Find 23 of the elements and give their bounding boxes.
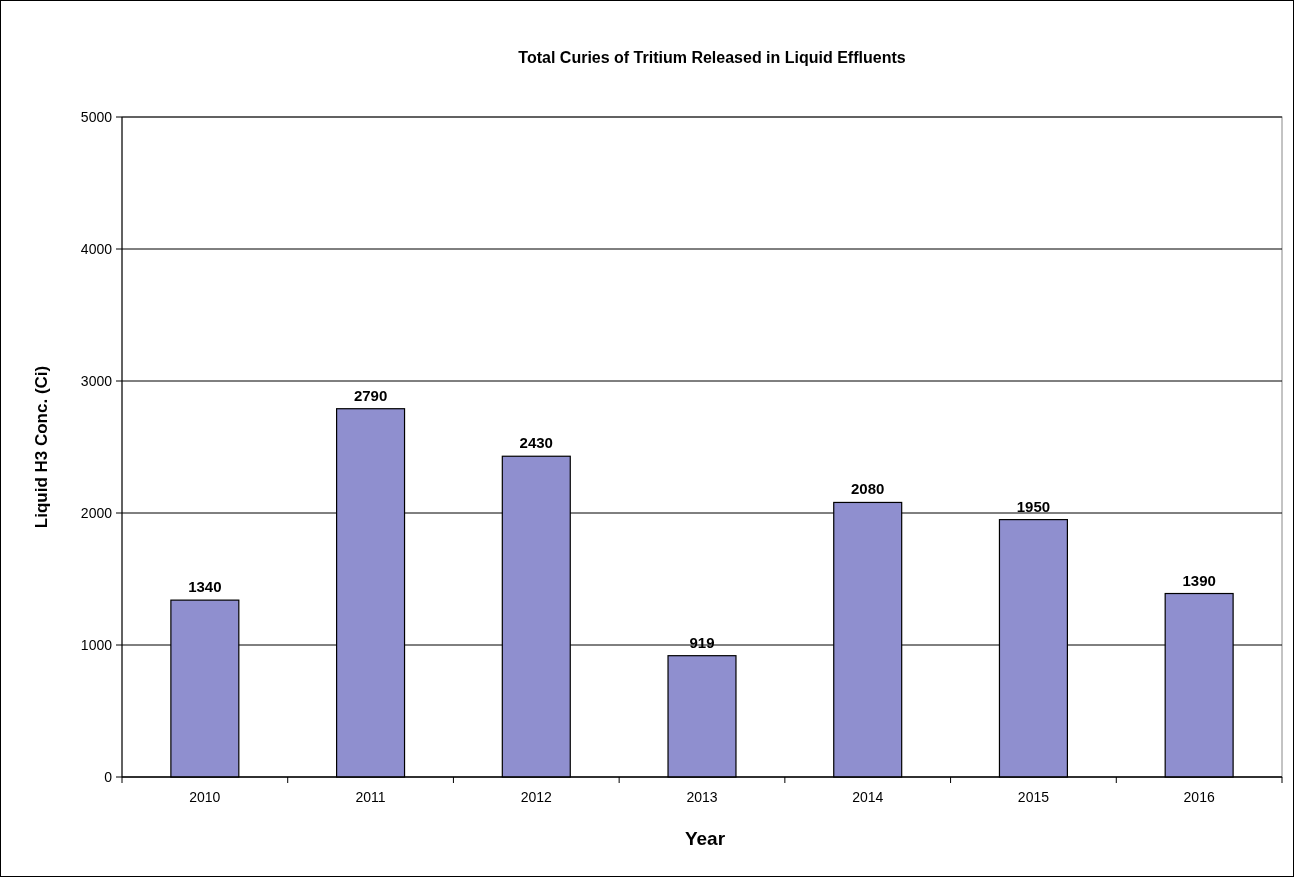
y-tick-label: 4000 bbox=[80, 240, 113, 257]
data-label: 1390 bbox=[1182, 571, 1216, 589]
x-tick-label: 2011 bbox=[355, 789, 386, 805]
y-tick-label: 5000 bbox=[80, 108, 113, 125]
chart-title: Total Curies of Tritium Released in Liquid Effluents bbox=[518, 49, 906, 66]
x-axis-title: Year bbox=[684, 828, 726, 849]
data-label: 919 bbox=[689, 633, 715, 651]
x-tick-label: 2016 bbox=[1183, 789, 1215, 805]
data-label: 2790 bbox=[353, 386, 388, 404]
y-tick-label: 2000 bbox=[80, 504, 113, 521]
y-tick-label: 1000 bbox=[80, 636, 113, 653]
x-tick-label: 2014 bbox=[852, 789, 884, 805]
y-axis-title: Liquid H3 Conc. (Ci) bbox=[32, 365, 51, 529]
y-tick-label: 0 bbox=[104, 768, 113, 785]
data-label: 2080 bbox=[851, 480, 885, 498]
x-tick-label: 2013 bbox=[686, 789, 718, 805]
data-label: 2430 bbox=[519, 434, 553, 452]
data-label: 1340 bbox=[188, 578, 222, 596]
x-tick-label: 2010 bbox=[189, 789, 221, 805]
data-label: 1950 bbox=[1016, 497, 1051, 515]
x-tick-label: 2012 bbox=[520, 789, 553, 805]
y-tick-label: 3000 bbox=[80, 372, 113, 389]
x-tick-label: 2015 bbox=[1017, 789, 1050, 805]
